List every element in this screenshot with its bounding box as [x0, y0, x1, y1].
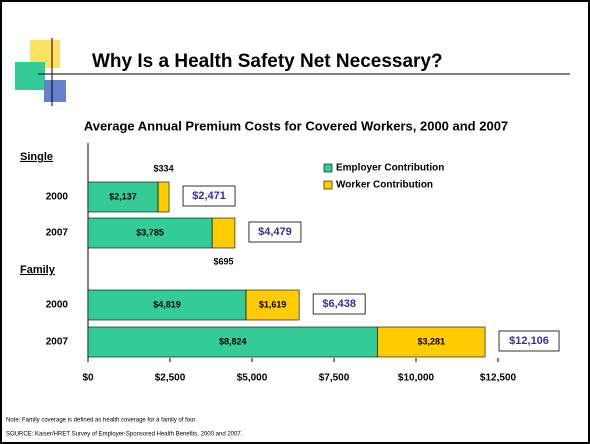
bar-segment [87, 217, 213, 249]
data-label: $8,824 [219, 336, 247, 346]
legend-swatch [323, 163, 333, 173]
data-label: $334 [154, 163, 174, 173]
bar-segment [377, 326, 486, 358]
y-tick-label: 2000 [46, 300, 69, 311]
total-box [248, 221, 302, 243]
data-label: $3,785 [136, 227, 164, 237]
bar-segment [87, 289, 247, 321]
bar-segment [211, 217, 236, 249]
slide-title: Why Is a Health Safety Net Necessary? [92, 51, 443, 72]
x-tick-label: $12,500 [480, 373, 517, 384]
total-label: $4,479 [258, 226, 292, 238]
total-box [182, 185, 236, 207]
bar-segment [87, 181, 159, 213]
group-label: Family [20, 264, 56, 276]
deco-square [15, 62, 45, 90]
x-tick-label: $10,000 [398, 373, 435, 384]
bar-segment [157, 181, 170, 213]
legend-swatch [323, 180, 333, 190]
x-tick-label: $0 [82, 373, 94, 384]
deco-square [44, 80, 66, 102]
x-tick-label: $5,000 [237, 373, 268, 384]
x-tick-label: $7,500 [319, 373, 350, 384]
x-tick-label: $2,500 [155, 373, 186, 384]
legend-label: Employer Contribution [336, 163, 444, 174]
total-label: $6,438 [322, 298, 356, 310]
data-label: $4,819 [153, 299, 181, 309]
data-label: $2,137 [109, 191, 137, 201]
chart-subtitle: Average Annual Premium Costs for Covered… [84, 118, 508, 133]
total-label: $12,106 [509, 335, 549, 347]
y-tick-label: 2007 [46, 228, 69, 239]
group-label: Single [20, 151, 53, 163]
bar-segment [245, 289, 300, 321]
data-label: $695 [214, 256, 234, 266]
legend-label: Worker Contribution [336, 180, 433, 191]
data-label: $1,619 [259, 299, 287, 309]
total-box [312, 293, 366, 315]
data-label: $3,281 [417, 336, 445, 346]
note: SOURCE: Kaiser/HRET Survey of Employer-S… [6, 432, 243, 438]
total-label: $2,471 [192, 190, 226, 202]
note: Note: Family coverage is defined as heal… [6, 418, 197, 424]
bar-segment [87, 326, 378, 358]
y-tick-label: 2007 [46, 337, 69, 348]
y-tick-label: 2000 [46, 192, 69, 203]
total-box [498, 330, 560, 352]
